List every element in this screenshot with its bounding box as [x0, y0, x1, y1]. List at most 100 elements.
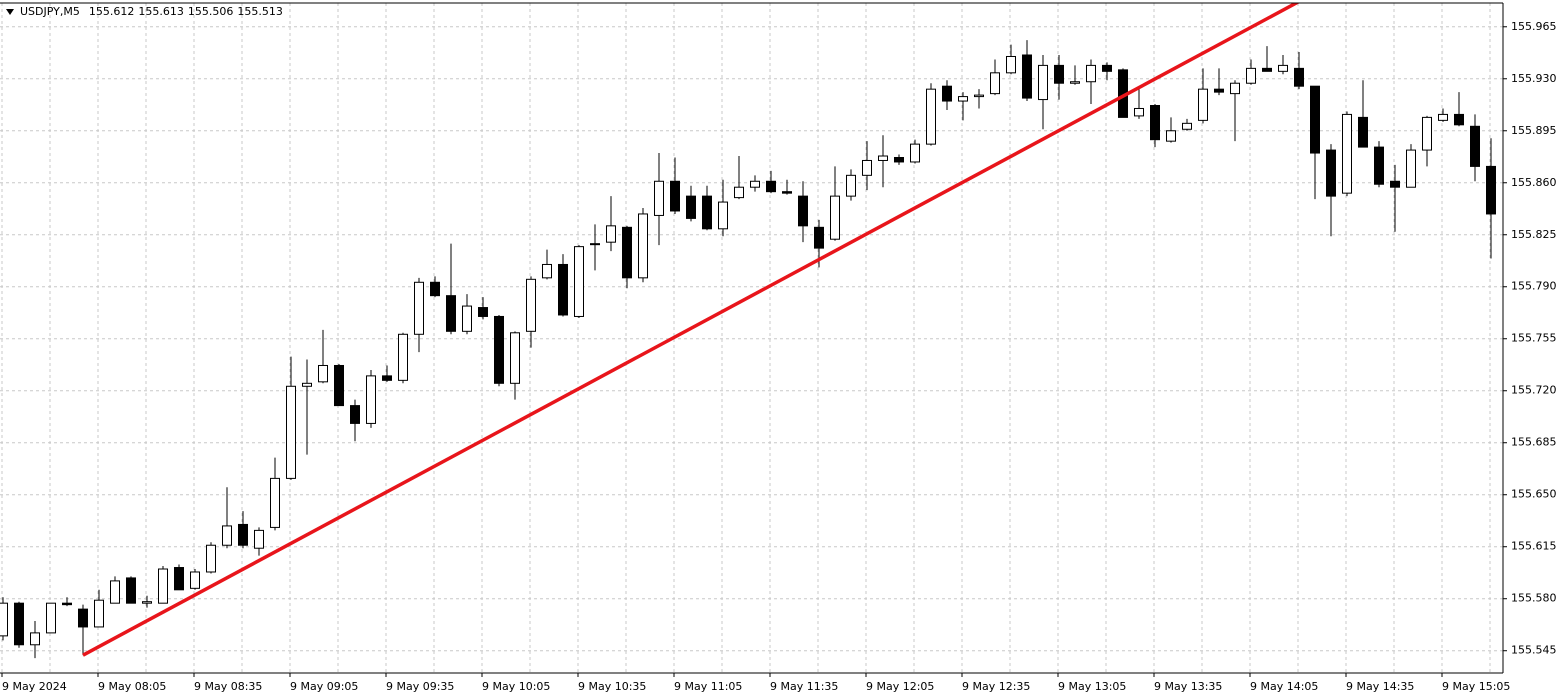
candle-body [958, 96, 968, 102]
symbol: USDJPY,M5 [20, 5, 80, 18]
candle-body [1278, 64, 1288, 72]
overlay [82, 3, 1300, 657]
candle-body [878, 155, 888, 161]
candle-body [222, 525, 232, 546]
candle-body [254, 529, 264, 549]
candle-body [846, 174, 856, 197]
candle-body [590, 243, 600, 246]
candle-body [174, 567, 184, 591]
candle-body [1166, 130, 1176, 142]
candle-body [142, 601, 152, 604]
candle-body [238, 523, 248, 546]
candle-body [1294, 67, 1304, 87]
candle-body [942, 85, 952, 102]
candle-body [126, 577, 136, 604]
x-tick-label: 9 May 14:05 [1250, 680, 1318, 693]
candle-body [1310, 85, 1320, 154]
candle-body [0, 602, 8, 637]
candle-body [766, 180, 776, 193]
candle-body [1230, 82, 1240, 95]
x-tick-label: 9 May 13:05 [1058, 680, 1126, 693]
candle-body [1454, 113, 1464, 126]
x-tick-label: 9 May 09:05 [290, 680, 358, 693]
candle-body [1134, 107, 1144, 117]
candle-body [814, 226, 824, 249]
candle-body [606, 225, 616, 243]
candle-body [270, 477, 280, 528]
candle-body [510, 332, 520, 384]
candle-body [862, 159, 872, 176]
x-tick-label: 9 May 11:35 [770, 680, 838, 693]
axes: 155.545 155.580 155.615 155.650 155.685 155.7… [1, 20, 1557, 693]
candle-body [926, 88, 936, 145]
candle-body [206, 544, 216, 573]
x-tick-label: 9 May 08:05 [98, 680, 166, 693]
candle-body [1438, 113, 1448, 121]
candle-body [302, 382, 312, 387]
candle-body [1374, 146, 1384, 185]
x-tick-label: 9 May 12:05 [866, 680, 934, 693]
x-tick-label: 9 May 13:35 [1154, 680, 1222, 693]
header-low: 155.506 [188, 5, 234, 18]
candle-body [398, 333, 408, 381]
candle-body [782, 191, 792, 194]
candle-body [1486, 165, 1496, 215]
candle-body [558, 263, 568, 316]
header-high: 155.613 [138, 5, 184, 18]
candle-body [382, 375, 392, 381]
y-tick-label: 155.580 [1511, 592, 1557, 605]
candle-body [718, 201, 728, 230]
candle-body [1006, 55, 1016, 74]
candle-body [14, 602, 24, 646]
candle-body [1470, 125, 1480, 167]
x-tick-label: 9 May 2024 [2, 680, 67, 693]
y-tick-label: 155.860 [1511, 176, 1557, 189]
menu-triangle[interactable] [6, 9, 14, 15]
x-tick-label: 9 May 14:35 [1346, 680, 1414, 693]
candle-body [1102, 64, 1112, 72]
candle-body [1406, 149, 1416, 188]
x-tick-label: 9 May 10:35 [578, 680, 646, 693]
candle-body [1150, 105, 1160, 141]
candle-body [974, 94, 984, 98]
candle-body [702, 195, 712, 230]
candle-body [158, 568, 168, 604]
candle-body [1358, 116, 1368, 148]
candle-body [542, 263, 552, 279]
candle-body [734, 186, 744, 199]
candle-body [494, 315, 504, 384]
candle-body [1262, 67, 1272, 72]
header-open: 155.612 [89, 5, 135, 18]
candle-body [990, 72, 1000, 95]
candle-body [46, 602, 56, 634]
candle-body [190, 571, 200, 589]
candle-body [462, 305, 472, 332]
candle-body [622, 226, 632, 279]
y-tick-label: 155.615 [1511, 540, 1557, 553]
candle-body [1326, 149, 1336, 197]
candle-body [1022, 54, 1032, 99]
candle-body [1390, 180, 1400, 188]
candle-body [366, 375, 376, 424]
candle-body [574, 246, 584, 317]
candle-body [638, 213, 648, 279]
header-close: 155.513 [237, 5, 283, 18]
candle-body [430, 281, 440, 297]
candle-body [1038, 64, 1048, 101]
candle-body [686, 195, 696, 219]
candle-body [654, 180, 664, 216]
candle-body [478, 307, 488, 317]
x-tick-label: 9 May 15:05 [1442, 680, 1510, 693]
candle-body [318, 364, 328, 383]
candle-body [750, 180, 760, 188]
trendline [82, 3, 1300, 657]
candle-body [30, 632, 40, 646]
candle-body [334, 364, 344, 407]
candle-body [894, 157, 904, 163]
candle-body [1054, 64, 1064, 84]
y-tick-label: 155.755 [1511, 332, 1557, 345]
candle-body [1070, 81, 1080, 84]
candle-body [670, 180, 680, 212]
candle-body [526, 278, 536, 332]
